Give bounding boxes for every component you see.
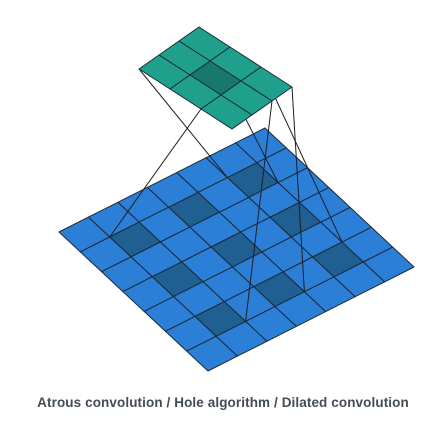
kernel-grid [138, 26, 293, 130]
input-feature-map [58, 127, 415, 372]
kernel-cell [200, 94, 253, 130]
connector-line [109, 108, 202, 238]
diagram-caption: Atrous convolution / Hole algorithm / Di… [37, 395, 409, 410]
connector-line [245, 100, 273, 322]
dilated-convolution-diagram [58, 26, 415, 372]
connector-line [138, 68, 228, 178]
input-cell [186, 335, 238, 372]
connector-line [291, 86, 305, 292]
